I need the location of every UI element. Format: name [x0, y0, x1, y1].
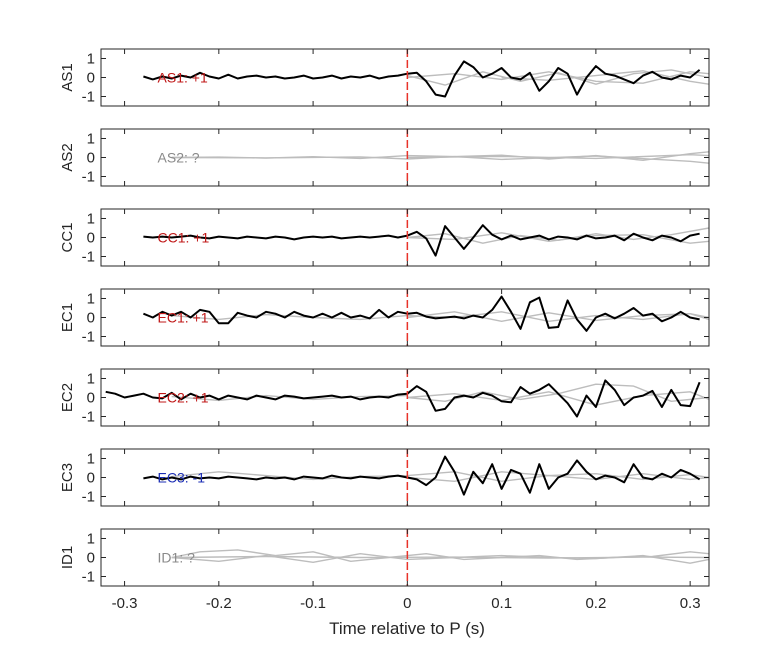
waveform-trace	[143, 295, 700, 332]
plot-area	[143, 295, 709, 332]
y-tick-label: 0	[87, 150, 95, 167]
background-trace	[171, 555, 709, 559]
plot-area	[171, 151, 709, 164]
panel-ec1: -1 0 1 EC1 EC1: +1	[59, 288, 710, 347]
y-axis-label: ID1	[59, 546, 76, 569]
y-tick-label: 1	[87, 291, 95, 308]
background-trace	[407, 153, 709, 160]
y-tick-label: 0	[87, 310, 95, 327]
x-tick-label: -0.2	[206, 595, 232, 612]
y-tick-label: -1	[82, 489, 95, 506]
background-trace	[407, 71, 709, 84]
y-tick-label: 0	[87, 390, 95, 407]
plot-area	[143, 224, 709, 257]
x-tick-label: 0.2	[585, 595, 606, 612]
background-trace	[171, 394, 408, 402]
polarity-label: ID1: ?	[158, 550, 196, 566]
y-axis-label: CC1	[59, 222, 76, 252]
x-tick-label: 0.3	[680, 595, 701, 612]
y-tick-label: -1	[82, 249, 95, 266]
y-tick-label: 1	[87, 51, 95, 68]
waveform-trace	[143, 60, 701, 98]
y-axis-label: AS1	[59, 63, 76, 91]
y-tick-label: -1	[82, 329, 95, 346]
x-tick-label: 0.1	[491, 595, 512, 612]
polarity-label: EC2: +1	[158, 390, 209, 406]
panel-cc1: -1 0 1 CC1 CC1: +1	[59, 208, 710, 267]
x-tick-label: -0.1	[300, 595, 326, 612]
y-tick-label: 0	[87, 70, 95, 87]
y-tick-label: 1	[87, 531, 95, 548]
y-axis-label: EC2	[59, 383, 76, 412]
panels-group: -1 0 1 AS1 AS1: +1 -1 0 1 AS2 AS2: ? -1 0 1 CC1 CC1: +…	[59, 48, 710, 612]
y-axis-label: AS2	[59, 143, 76, 171]
background-trace	[501, 70, 709, 85]
background-trace	[171, 151, 709, 162]
background-trace	[407, 391, 709, 406]
y-tick-label: -1	[82, 569, 95, 586]
y-tick-label: 1	[87, 211, 95, 228]
y-tick-label: 0	[87, 230, 95, 247]
y-tick-label: -1	[82, 89, 95, 106]
y-tick-label: 1	[87, 131, 95, 148]
background-trace	[407, 69, 709, 86]
panel-as2: -1 0 1 AS2 AS2: ?	[59, 128, 710, 187]
x-tick-label: -0.3	[112, 595, 138, 612]
plot-area	[143, 455, 709, 496]
y-tick-label: -1	[82, 169, 95, 186]
background-trace	[171, 553, 709, 564]
polarity-label: EC1: +1	[158, 310, 209, 326]
background-trace	[407, 471, 709, 482]
background-trace	[407, 311, 709, 322]
y-tick-label: 1	[87, 371, 95, 388]
waveform-trace	[143, 224, 700, 257]
panel-ec3: -1 0 1 EC3 EC3: -1	[59, 448, 710, 507]
polarity-label: EC3: -1	[158, 470, 206, 486]
polarity-label: CC1: +1	[158, 230, 210, 246]
y-axis-label: EC3	[59, 463, 76, 492]
y-axis-label: EC1	[59, 303, 76, 332]
panel-id1: -1 0 1 ID1 ID1: ?	[59, 528, 710, 587]
panel-as1: -1 0 1 AS1 AS1: +1	[59, 48, 710, 107]
polarity-label: AS2: ?	[158, 150, 200, 166]
y-tick-label: 1	[87, 451, 95, 468]
plot-area	[143, 60, 709, 98]
background-trace	[171, 549, 709, 562]
x-tick-label: 0	[403, 595, 411, 612]
waveform-trace	[143, 455, 701, 496]
y-tick-label: 0	[87, 470, 95, 487]
panel-ec2: -1 0 1 EC2 EC2: +1	[59, 368, 710, 427]
waveform-trace	[105, 379, 701, 418]
plot-area	[105, 379, 709, 418]
x-tick-labels: -0.3 -0.2 -0.1 0 0.1 0.2 0.3	[112, 595, 701, 612]
x-axis-label: Time relative to P (s)	[329, 619, 485, 638]
plot-area	[171, 549, 709, 564]
polarity-label: AS1: +1	[158, 70, 208, 86]
y-tick-label: 0	[87, 550, 95, 567]
y-tick-label: -1	[82, 409, 95, 426]
